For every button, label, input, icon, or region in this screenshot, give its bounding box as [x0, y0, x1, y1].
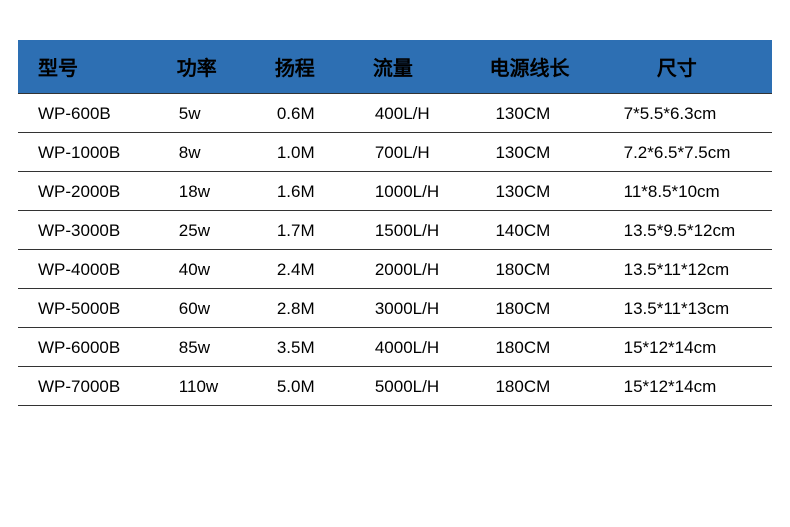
cell: 3000L/H — [365, 289, 486, 328]
cell: 11*8.5*10cm — [614, 172, 772, 211]
cell: WP-7000B — [18, 367, 169, 406]
cell: 130CM — [485, 94, 613, 133]
cell: WP-2000B — [18, 172, 169, 211]
cell: 5000L/H — [365, 367, 486, 406]
cell: 130CM — [485, 172, 613, 211]
cell: WP-3000B — [18, 211, 169, 250]
cell: 1.7M — [267, 211, 365, 250]
cell: 13.5*9.5*12cm — [614, 211, 772, 250]
cell: 110w — [169, 367, 267, 406]
table-row: WP-600B5w0.6M400L/H130CM7*5.5*6.3cm — [18, 94, 772, 133]
table-row: WP-7000B110w5.0M5000L/H180CM15*12*14cm — [18, 367, 772, 406]
cell: 130CM — [485, 133, 613, 172]
cell: 3.5M — [267, 328, 365, 367]
col-header-head: 扬程 — [267, 40, 365, 94]
table-header-row: 型号 功率 扬程 流量 电源线长 尺寸 — [18, 40, 772, 94]
cell: 25w — [169, 211, 267, 250]
cell: 1500L/H — [365, 211, 486, 250]
cell: 13.5*11*13cm — [614, 289, 772, 328]
table-row: WP-5000B60w2.8M3000L/H180CM13.5*11*13cm — [18, 289, 772, 328]
table-row: WP-4000B40w2.4M2000L/H180CM13.5*11*12cm — [18, 250, 772, 289]
col-header-cord: 电源线长 — [485, 40, 613, 94]
cell: 13.5*11*12cm — [614, 250, 772, 289]
cell: WP-600B — [18, 94, 169, 133]
col-header-power: 功率 — [169, 40, 267, 94]
cell: 2000L/H — [365, 250, 486, 289]
cell: 7*5.5*6.3cm — [614, 94, 772, 133]
cell: 180CM — [485, 367, 613, 406]
cell: 2.8M — [267, 289, 365, 328]
cell: WP-4000B — [18, 250, 169, 289]
table-row: WP-3000B25w1.7M1500L/H140CM13.5*9.5*12cm — [18, 211, 772, 250]
cell: 5w — [169, 94, 267, 133]
cell: 85w — [169, 328, 267, 367]
cell: WP-5000B — [18, 289, 169, 328]
cell: 180CM — [485, 328, 613, 367]
cell: 8w — [169, 133, 267, 172]
col-header-model: 型号 — [18, 40, 169, 94]
cell: WP-6000B — [18, 328, 169, 367]
cell: 5.0M — [267, 367, 365, 406]
cell: 60w — [169, 289, 267, 328]
cell: 15*12*14cm — [614, 367, 772, 406]
cell: 40w — [169, 250, 267, 289]
cell: 15*12*14cm — [614, 328, 772, 367]
cell: 0.6M — [267, 94, 365, 133]
cell: 1.0M — [267, 133, 365, 172]
cell: WP-1000B — [18, 133, 169, 172]
table-row: WP-6000B85w3.5M4000L/H180CM15*12*14cm — [18, 328, 772, 367]
table-row: WP-1000B8w1.0M700L/H130CM7.2*6.5*7.5cm — [18, 133, 772, 172]
cell: 700L/H — [365, 133, 486, 172]
cell: 7.2*6.5*7.5cm — [614, 133, 772, 172]
cell: 18w — [169, 172, 267, 211]
cell: 1.6M — [267, 172, 365, 211]
cell: 1000L/H — [365, 172, 486, 211]
cell: 4000L/H — [365, 328, 486, 367]
cell: 180CM — [485, 250, 613, 289]
cell: 2.4M — [267, 250, 365, 289]
spec-table: 型号 功率 扬程 流量 电源线长 尺寸 WP-600B5w0.6M400L/H1… — [18, 40, 772, 406]
cell: 400L/H — [365, 94, 486, 133]
cell: 140CM — [485, 211, 613, 250]
col-header-flow: 流量 — [365, 40, 486, 94]
table-row: WP-2000B18w1.6M1000L/H130CM11*8.5*10cm — [18, 172, 772, 211]
col-header-size: 尺寸 — [614, 40, 772, 94]
table-body: WP-600B5w0.6M400L/H130CM7*5.5*6.3cmWP-10… — [18, 94, 772, 406]
cell: 180CM — [485, 289, 613, 328]
